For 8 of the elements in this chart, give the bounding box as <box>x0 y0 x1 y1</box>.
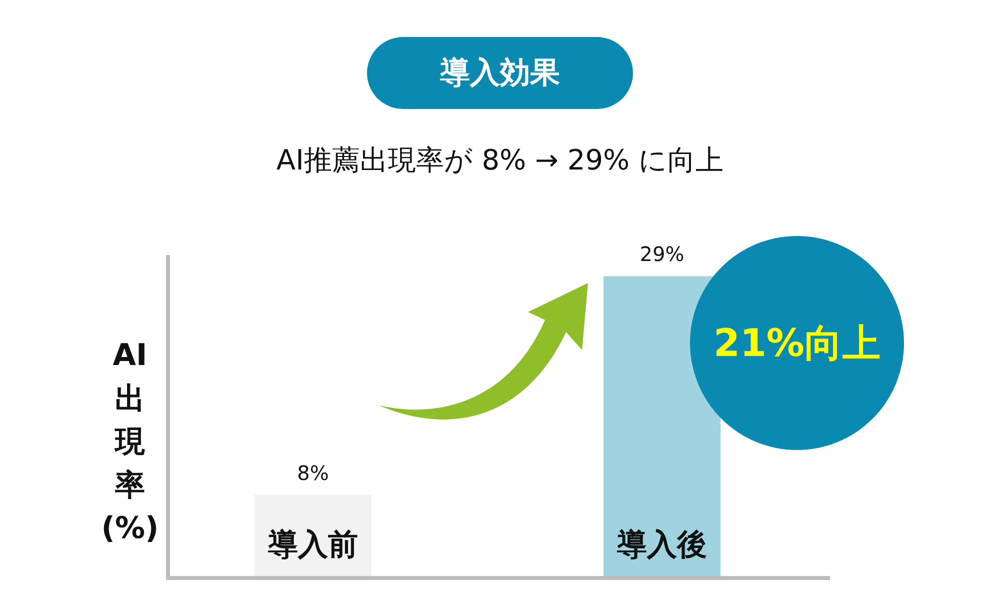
x-tick-label: 導入後 <box>616 528 707 562</box>
annotation: 21%向上 <box>714 321 880 365</box>
data-label: 29% <box>640 242 684 266</box>
y-axis-title: AI出現率(%) <box>101 338 159 546</box>
data-label: 8% <box>297 460 329 485</box>
x-tick-label: 導入前 <box>267 528 358 562</box>
chart-subtitle: AI推薦出現率が 8% → 29% に向上 <box>276 144 724 176</box>
chart-title: 導入効果 <box>439 56 560 90</box>
